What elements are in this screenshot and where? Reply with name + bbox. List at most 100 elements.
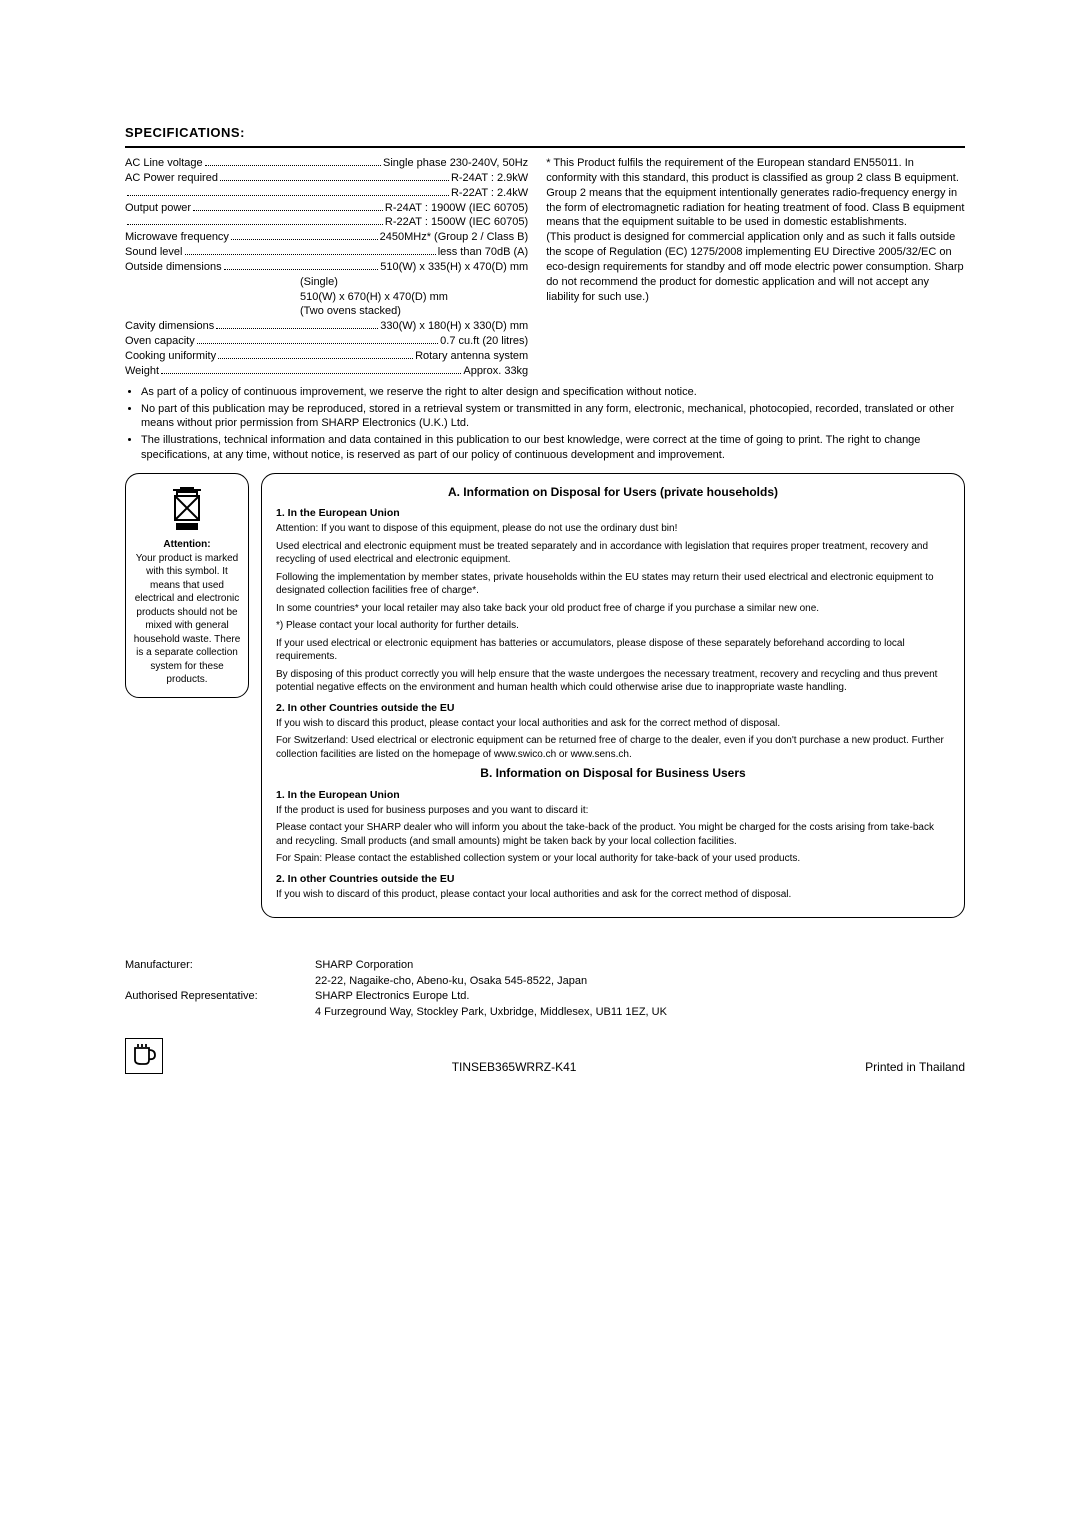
disposal-a-p5: *) Please contact your local authority f… (276, 619, 950, 633)
spec-label: AC Line voltage (125, 156, 203, 171)
cup-icon (131, 1044, 157, 1068)
spec-label: AC Power required (125, 171, 218, 186)
bin-icon (165, 484, 209, 534)
spec-row: AC Power required R-24AT : 2.9kW (125, 171, 528, 186)
dots (220, 171, 449, 181)
disposal-a-p8: If you wish to discard this product, ple… (276, 717, 950, 731)
disposal-b-title: B. Information on Disposal for Business … (276, 765, 950, 781)
spec-label: Output power (125, 201, 191, 216)
disposal-a-title: A. Information on Disposal for Users (pr… (276, 484, 950, 500)
page: SPECIFICATIONS: AC Line voltage Single ph… (0, 0, 1080, 1114)
spec-value: 0.7 cu.ft (20 litres) (440, 334, 528, 349)
specifications-title: SPECIFICATIONS: (125, 125, 965, 140)
divider (125, 146, 965, 148)
bullet-item: As part of a policy of continuous improv… (141, 385, 965, 400)
spec-value: 510(W) x 335(H) x 470(D) mm (380, 260, 528, 275)
disposal-b-p1: If the product is used for business purp… (276, 804, 950, 818)
spec-row: R-22AT : 1500W (IEC 60705) (125, 215, 528, 230)
dots (218, 349, 413, 359)
spec-row: Microwave frequency 2450MHz* (Group 2 / C… (125, 230, 528, 245)
spec-row: Outside dimensions 510(W) x 335(H) x 470(… (125, 260, 528, 275)
disposal-b-p4: If you wish to discard of this product, … (276, 888, 950, 902)
spec-value: (Two ovens stacked) (125, 304, 401, 319)
spec-row: (Single) (125, 275, 528, 290)
spec-label: Sound level (125, 245, 183, 260)
dots (161, 364, 461, 374)
spec-value: 330(W) x 180(H) x 330(D) mm (380, 319, 528, 334)
spec-value: less than 70dB (A) (438, 245, 529, 260)
dots (127, 186, 449, 196)
disposal-b-h1: 1. In the European Union (276, 788, 950, 802)
printed-in: Printed in Thailand (865, 1060, 965, 1074)
spec-row: Cooking uniformity Rotary antenna system (125, 349, 528, 364)
dots (185, 245, 436, 255)
spec-value: Single phase 230-240V, 50Hz (383, 156, 528, 171)
spec-value: R-22AT : 2.4kW (451, 186, 528, 201)
spec-row: Weight Approx. 33kg (125, 364, 528, 379)
bullet-list: As part of a policy of continuous improv… (125, 385, 965, 463)
spec-row: 510(W) x 670(H) x 470(D) mm (125, 290, 528, 305)
disposal-b-h2: 2. In other Countries outside the EU (276, 872, 950, 886)
disposal-a-p3: Following the implementation by member s… (276, 571, 950, 598)
bottom-row: TINSEB365WRRZ-K41 Printed in Thailand (125, 1038, 965, 1074)
attention-title: Attention: (132, 538, 242, 552)
spec-row: Sound level less than 70dB (A) (125, 245, 528, 260)
asterisk-note: * This Product fulfils the requirement o… (546, 157, 964, 228)
spec-row: AC Line voltage Single phase 230-240V, 50… (125, 156, 528, 171)
disposal-b-p3: For Spain: Please contact the establishe… (276, 852, 950, 866)
spec-label: Microwave frequency (125, 230, 229, 245)
dots (205, 156, 381, 166)
spec-row: Cavity dimensions 330(W) x 180(H) x 330(D… (125, 319, 528, 334)
bullet-item: No part of this publication may be repro… (141, 402, 965, 432)
authrep-value: SHARP Electronics Europe Ltd. (315, 989, 469, 1004)
spec-value: Rotary antenna system (415, 349, 528, 364)
disposal-a-p2: Used electrical and electronic equipment… (276, 540, 950, 567)
manufacturer-value: SHARP Corporation (315, 958, 413, 973)
manufacturer-label: Manufacturer: (125, 958, 315, 973)
spec-value: R-24AT : 2.9kW (451, 171, 528, 186)
spec-value: Approx. 33kg (463, 364, 528, 379)
disposal-a-p7: By disposing of this product correctly y… (276, 668, 950, 695)
spec-label: Oven capacity (125, 334, 195, 349)
disposal-b-p2: Please contact your SHARP dealer who wil… (276, 821, 950, 848)
disposal-a-p1: Attention: If you want to dispose of thi… (276, 522, 950, 536)
disposal-section: Attention: Your product is marked with t… (125, 473, 965, 919)
dots (231, 230, 378, 240)
manufacturer-address: 22-22, Nagaike-cho, Abeno-ku, Osaka 545-… (315, 974, 587, 989)
spec-list: AC Line voltage Single phase 230-240V, 50… (125, 156, 528, 379)
authrep-label: Authorised Representative: (125, 989, 315, 1004)
spec-value: 510(W) x 670(H) x 470(D) mm (125, 290, 448, 305)
asterisk-note2: (This product is designed for commercial… (546, 231, 963, 302)
disposal-a-h1: 1. In the European Union (276, 506, 950, 520)
dots (224, 260, 379, 270)
cup-icon-box (125, 1038, 163, 1074)
spec-row: R-22AT : 2.4kW (125, 186, 528, 201)
spec-label: Weight (125, 364, 159, 379)
spec-value: R-22AT : 1500W (IEC 60705) (385, 215, 528, 230)
spec-label: Outside dimensions (125, 260, 222, 275)
spec-value: 2450MHz* (Group 2 / Class B) (380, 230, 529, 245)
spec-value: R-24AT : 1900W (IEC 60705) (385, 201, 528, 216)
disposal-a-p4: In some countries* your local retailer m… (276, 602, 950, 616)
disposal-a-h2: 2. In other Countries outside the EU (276, 701, 950, 715)
spec-row: (Two ovens stacked) (125, 304, 528, 319)
dots (216, 319, 378, 329)
attention-text: Your product is marked with this symbol.… (132, 552, 242, 687)
spec-label: Cooking uniformity (125, 349, 216, 364)
dots (193, 201, 383, 211)
dots (197, 334, 438, 344)
spec-label: Cavity dimensions (125, 319, 214, 334)
footer-info: Manufacturer: SHARP Corporation 22-22, N… (125, 958, 965, 1020)
authrep-address: 4 Furzeground Way, Stockley Park, Uxbrid… (315, 1005, 667, 1020)
disposal-a-p9: For Switzerland: Used electrical or elec… (276, 734, 950, 761)
spec-note: * This Product fulfils the requirement o… (546, 156, 965, 379)
bullet-item: The illustrations, technical information… (141, 433, 965, 463)
attention-box: Attention: Your product is marked with t… (125, 473, 249, 698)
spec-row: Output power R-24AT : 1900W (IEC 60705) (125, 201, 528, 216)
spec-value: (Single) (125, 275, 338, 290)
disposal-a-p6: If your used electrical or electronic eq… (276, 637, 950, 664)
dots (127, 215, 383, 225)
disposal-box: A. Information on Disposal for Users (pr… (261, 473, 965, 919)
spec-row: Oven capacity 0.7 cu.ft (20 litres) (125, 334, 528, 349)
doc-code: TINSEB365WRRZ-K41 (163, 1060, 865, 1074)
